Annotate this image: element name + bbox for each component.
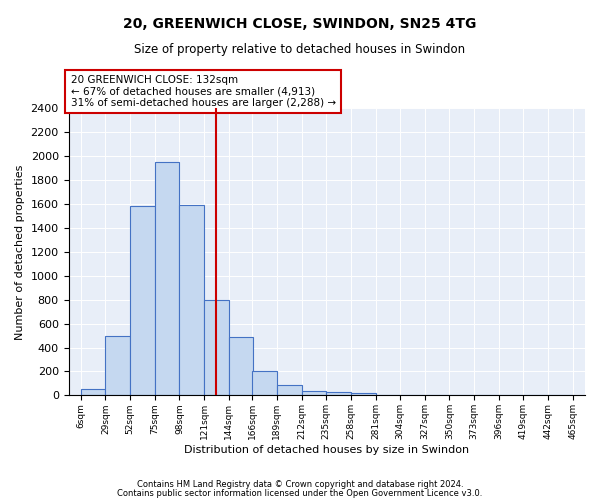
Bar xyxy=(229,337,253,396)
Text: Contains public sector information licensed under the Open Government Licence v3: Contains public sector information licen… xyxy=(118,488,482,498)
Bar xyxy=(302,390,326,396)
Text: Size of property relative to detached houses in Swindon: Size of property relative to detached ho… xyxy=(134,42,466,56)
Bar xyxy=(155,162,179,396)
Bar xyxy=(81,390,106,396)
Bar xyxy=(130,206,155,396)
Y-axis label: Number of detached properties: Number of detached properties xyxy=(15,164,25,340)
Bar xyxy=(277,384,302,396)
Bar xyxy=(179,205,204,396)
X-axis label: Distribution of detached houses by size in Swindon: Distribution of detached houses by size … xyxy=(184,445,469,455)
Bar xyxy=(204,300,229,396)
Text: Contains HM Land Registry data © Crown copyright and database right 2024.: Contains HM Land Registry data © Crown c… xyxy=(137,480,463,489)
Text: 20, GREENWICH CLOSE, SWINDON, SN25 4TG: 20, GREENWICH CLOSE, SWINDON, SN25 4TG xyxy=(124,18,476,32)
Bar xyxy=(351,393,376,396)
Bar xyxy=(252,372,277,396)
Bar xyxy=(106,336,130,396)
Bar xyxy=(326,392,351,396)
Text: 20 GREENWICH CLOSE: 132sqm
← 67% of detached houses are smaller (4,913)
31% of s: 20 GREENWICH CLOSE: 132sqm ← 67% of deta… xyxy=(71,75,336,108)
